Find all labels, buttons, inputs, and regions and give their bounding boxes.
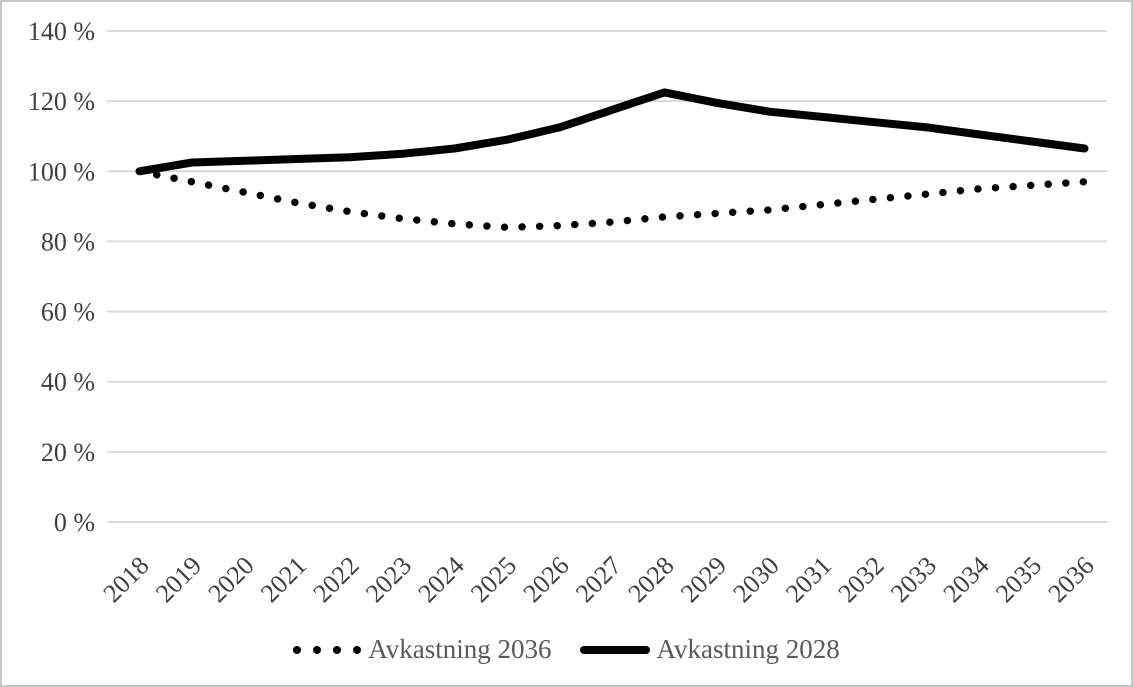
y-tick-label: 140 %	[28, 17, 95, 46]
line-chart-canvas: 0 %20 %40 %60 %80 %100 %120 %140 %201820…	[28, 17, 1107, 608]
dotted-line-marker-icon	[293, 645, 362, 654]
x-tick-label: 2030	[727, 551, 784, 608]
y-tick-label: 40 %	[41, 368, 95, 397]
legend-item-avkastning-2028: Avkastning 2028	[579, 634, 840, 665]
x-tick-label: 2031	[780, 551, 837, 608]
y-tick-label: 80 %	[41, 227, 95, 256]
x-tick-label: 2023	[360, 551, 417, 608]
y-tick-label: 60 %	[41, 298, 95, 327]
x-tick-label: 2033	[885, 551, 942, 608]
solid-line-marker-icon	[579, 645, 650, 654]
x-tick-label: 2025	[465, 551, 522, 608]
x-tick-label: 2029	[675, 551, 732, 608]
x-tick-label: 2034	[937, 551, 994, 608]
x-tick-label: 2032	[832, 551, 889, 608]
x-tick-label: 2036	[1042, 551, 1099, 608]
legend-label: Avkastning 2036	[368, 634, 552, 664]
legend-item-avkastning-2036: Avkastning 2036	[293, 634, 552, 665]
x-tick-label: 2018	[97, 551, 154, 608]
x-tick-label: 2021	[255, 551, 312, 608]
chart-legend: Avkastning 2036 Avkastning 2028	[2, 622, 1131, 677]
x-tick-label: 2020	[202, 551, 259, 608]
x-tick-label: 2022	[307, 551, 364, 608]
series-line-0	[135, 167, 1089, 232]
x-tick-label: 2035	[990, 551, 1047, 608]
y-tick-label: 0 %	[54, 508, 95, 537]
y-tick-label: 120 %	[28, 87, 95, 116]
y-tick-label: 20 %	[41, 438, 95, 467]
x-tick-label: 2028	[622, 551, 679, 608]
legend-label: Avkastning 2028	[656, 634, 840, 664]
x-tick-label: 2026	[517, 551, 574, 608]
x-tick-label: 2024	[412, 551, 469, 608]
y-tick-label: 100 %	[28, 157, 95, 186]
x-tick-label: 2019	[150, 551, 207, 608]
x-tick-label: 2027	[570, 551, 627, 608]
series-line-1	[135, 88, 1089, 176]
